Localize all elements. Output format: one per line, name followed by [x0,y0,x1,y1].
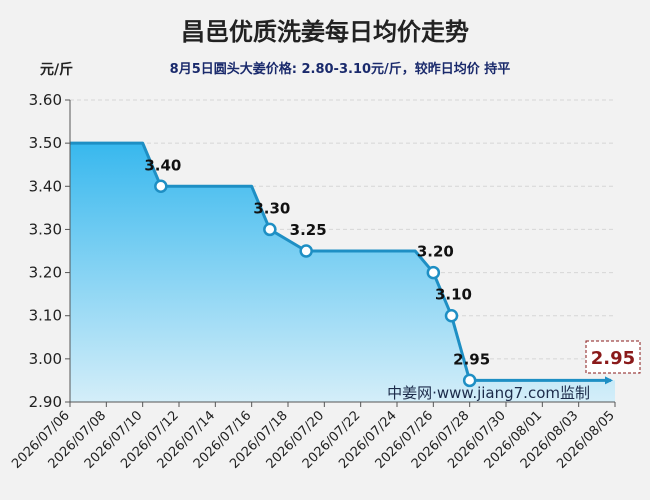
y-tick-labels: 2.90 3.00 3.10 3.20 3.30 3.40 3.50 3.60 [29,91,70,411]
data-point-label: 3.25 [290,221,327,239]
price-line [70,141,472,381]
y-tick-label: 3.50 [29,134,62,152]
data-point-label: 2.95 [453,350,490,368]
y-tick-label: 3.60 [29,91,62,109]
chart-title: 昌邑优质洗姜每日均价走势 [181,18,469,46]
y-tick-label: 3.30 [29,220,62,238]
y-tick-label: 3.10 [29,307,62,325]
y-tick-label: 3.00 [29,350,62,368]
last-value-label: 2.95 [591,348,635,369]
y-tick-label: 2.90 [29,393,62,411]
data-point-label: 3.10 [435,286,472,304]
y-tick-label: 3.20 [29,264,62,282]
price-area-fill [70,143,615,402]
y-axis-label: 元/斤 [40,61,73,78]
data-point-marker [426,265,441,280]
data-point-marker [444,308,459,323]
data-point-marker [462,373,477,388]
data-point-markers [154,179,477,388]
chart-subtitle: 8月5日圆头大姜价格: 2.80-3.10元/斤，较昨日均价 持平 [170,61,511,77]
data-point-label: 3.30 [253,199,290,217]
x-tick-labels: 2026/07/062026/07/082026/07/102026/07/12… [9,402,618,472]
data-point-label: 3.40 [144,156,181,174]
data-labels: 3.40 3.303.25 3.20 3.10 2.95 [144,156,490,368]
y-tick-label: 3.40 [29,177,62,195]
last-value-frame [585,340,641,374]
data-point-marker [154,179,168,194]
data-point-marker [299,244,313,258]
watermark-text: 中姜网·www.jiang7.com监制 [387,384,590,402]
axes [69,100,615,403]
last-value-box: 2.95 [585,340,641,374]
data-point-label: 3.20 [417,243,454,261]
data-point-marker [263,222,277,237]
